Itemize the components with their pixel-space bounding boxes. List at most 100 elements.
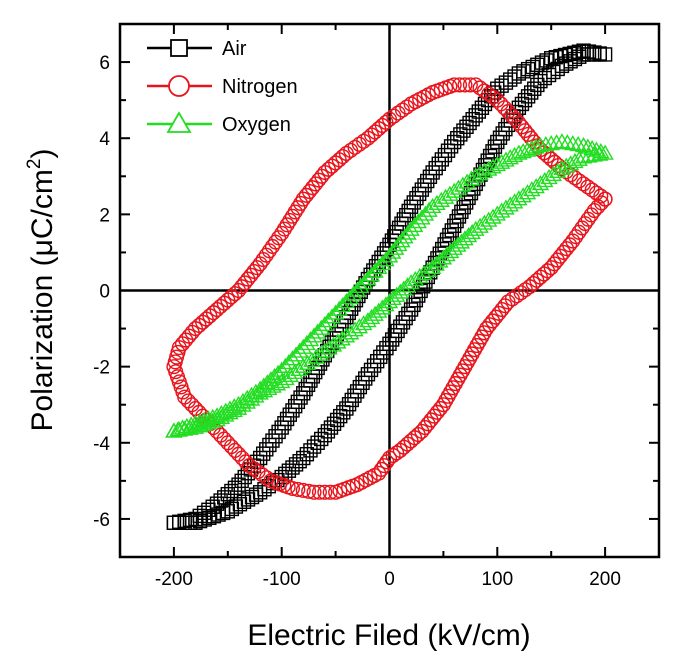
oxygen-data-point <box>287 346 305 362</box>
nitrogen-data-point <box>379 454 395 470</box>
oxygen-data-point <box>344 285 363 301</box>
x-tick-label: 0 <box>384 569 395 590</box>
nitrogen-data-point <box>476 325 492 341</box>
legend-label-nitrogen: Nitrogen <box>222 76 298 98</box>
air-data-point <box>285 403 300 418</box>
oxygen-data-point <box>330 300 348 316</box>
nitrogen-data-point <box>440 388 456 404</box>
oxygen-data-point <box>334 296 352 313</box>
air-data-point <box>296 386 311 401</box>
air-data-point <box>336 405 351 420</box>
nitrogen-data-point <box>455 363 471 379</box>
air-data-point <box>597 47 613 62</box>
oxygen-data-point <box>569 135 587 152</box>
oxygen-data-point <box>182 416 200 432</box>
air-data-point <box>384 332 400 347</box>
oxygen-data-point <box>458 173 476 189</box>
oxygen-data-point <box>195 411 213 428</box>
nitrogen-data-point <box>284 208 301 224</box>
air-data-point <box>352 379 368 395</box>
series-layer <box>165 43 614 530</box>
nitrogen-data-point <box>462 350 478 366</box>
y-tick-label: -4 <box>93 434 110 455</box>
y-axis-title-close: ) <box>26 149 59 159</box>
nitrogen-data-point <box>317 484 333 500</box>
y-tick-label: 0 <box>99 282 110 303</box>
air-data-point <box>498 121 513 137</box>
oxygen-data-point <box>280 353 298 370</box>
air-data-point <box>395 315 411 330</box>
nitrogen-data-point <box>450 371 466 387</box>
air-data-point <box>248 487 264 502</box>
air-data-point <box>449 213 464 229</box>
nitrogen-data-point <box>274 225 290 241</box>
oxygen-data-point <box>548 162 567 179</box>
oxygen-data-point <box>370 258 388 274</box>
oxygen-data-point <box>312 319 330 335</box>
air-data-point <box>492 130 508 145</box>
oxygen-data-point <box>561 155 580 171</box>
nitrogen-data-point <box>457 359 473 375</box>
oxygen-data-point <box>423 197 442 214</box>
nitrogen-data-point <box>328 484 344 500</box>
oxygen-data-point <box>258 374 277 390</box>
oxygen-data-point <box>402 220 420 236</box>
air-data-point <box>182 512 198 528</box>
legend-label-air: Air <box>222 38 247 60</box>
oxygen-data-point <box>436 188 455 204</box>
oxygen-data-point <box>564 135 582 151</box>
nitrogen-data-point <box>293 195 309 211</box>
legend-triangle-oxygen <box>166 111 192 133</box>
legend-circle-nitrogen <box>168 75 190 97</box>
oxygen-data-point <box>558 134 577 150</box>
oxygen-data-point <box>547 134 566 150</box>
nitrogen-data-point <box>467 342 483 358</box>
oxygen-data-point <box>449 179 468 195</box>
air-data-point <box>446 218 462 233</box>
air-data-point <box>408 293 424 308</box>
y-tick-label: -6 <box>93 510 110 531</box>
oxygen-data-point <box>467 167 485 183</box>
oxygen-data-point <box>432 191 450 207</box>
air-data-point <box>463 186 479 201</box>
air-data-point <box>454 204 469 220</box>
nitrogen-data-point <box>478 321 495 337</box>
air-data-point <box>562 46 577 62</box>
oxygen-data-point <box>294 338 312 354</box>
nitrogen-data-point <box>469 337 485 354</box>
air-data-point <box>571 44 587 59</box>
nitrogen-data-point <box>306 484 322 500</box>
nitrogen-data-point <box>290 200 306 216</box>
oxygen-data-point <box>352 277 370 293</box>
air-data-point <box>516 64 531 79</box>
oxygen-data-point <box>255 377 273 393</box>
oxygen-data-point <box>247 383 265 399</box>
oxygen-data-point <box>337 293 356 309</box>
air-data-point <box>282 407 297 422</box>
air-data-point <box>553 48 568 64</box>
air-data-point <box>347 388 362 403</box>
air-data-point <box>539 53 554 68</box>
oxygen-data-point <box>269 364 287 380</box>
oxygen-data-point <box>319 312 338 328</box>
oxygen-data-point <box>204 408 222 424</box>
nitrogen-data-point <box>290 481 306 497</box>
air-data-point <box>428 160 443 176</box>
oxygen-data-point <box>553 159 571 175</box>
air-data-point <box>468 176 483 192</box>
air-data-point <box>177 513 192 529</box>
air-data-point <box>344 392 359 408</box>
oxygen-data-point <box>208 407 226 423</box>
oxygen-data-point <box>355 273 374 290</box>
oxygen-data-point <box>373 254 391 271</box>
air-data-point <box>420 173 435 189</box>
oxygen-data-point <box>405 216 424 233</box>
oxygen-data-point <box>283 350 302 366</box>
oxygen-data-point <box>523 139 541 156</box>
nitrogen-data-point <box>445 380 461 396</box>
air-data-point <box>458 195 474 210</box>
oxygen-data-point <box>290 342 309 358</box>
nitrogen-data-point <box>446 77 462 93</box>
oxygen-data-point <box>475 162 494 179</box>
air-data-point <box>409 190 424 206</box>
